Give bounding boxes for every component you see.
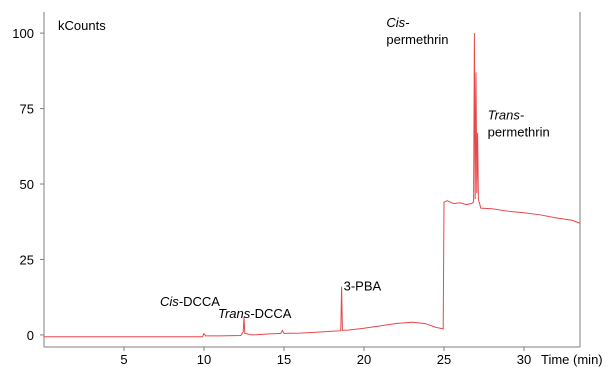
x-tick-label: 5 bbox=[120, 352, 127, 367]
peak-label: Trans-permethrin bbox=[488, 108, 550, 140]
peak-label-prefix: Trans- bbox=[218, 306, 255, 321]
y-tick-label: 25 bbox=[20, 252, 34, 267]
x-tick-label: 20 bbox=[357, 352, 371, 367]
peak-label: 3-PBA bbox=[344, 279, 382, 294]
peak-label: Trans-DCCA bbox=[218, 306, 292, 321]
x-tick-label: 25 bbox=[437, 352, 451, 367]
peak-label-prefix: Cis- bbox=[386, 15, 410, 30]
x-tick-label: 15 bbox=[277, 352, 291, 367]
y-tick-label: 100 bbox=[12, 26, 34, 41]
plot-frame bbox=[43, 12, 581, 348]
y-axis-ticks: 0 25 50 75 100 bbox=[12, 26, 44, 343]
peak-label: Cis-permethrin bbox=[386, 15, 448, 47]
peak-label-prefix: Cis- bbox=[160, 294, 184, 309]
x-axis-title: Time (min) bbox=[541, 352, 603, 367]
peak-label-name: permethrin bbox=[386, 32, 448, 47]
x-tick-label: 30 bbox=[517, 352, 531, 367]
y-axis-title: kCounts bbox=[58, 18, 106, 33]
x-tick-label: 10 bbox=[197, 352, 211, 367]
peak-label-name: DCCA bbox=[255, 306, 292, 321]
peak-label-prefix: Trans- bbox=[488, 108, 525, 123]
y-tick-label: 50 bbox=[20, 177, 34, 192]
chromatogram-trace bbox=[44, 33, 581, 338]
peak-label-name: permethrin bbox=[488, 125, 550, 140]
y-tick-label: 75 bbox=[20, 102, 34, 117]
peak-label: Cis-DCCA bbox=[160, 294, 220, 309]
peak-label-name: 3-PBA bbox=[344, 279, 382, 294]
peak-annotations: Cis-DCCATrans-DCCA3-PBACis-permethrinTra… bbox=[160, 15, 550, 321]
y-tick-label: 0 bbox=[27, 328, 34, 343]
x-axis-ticks: 5 10 15 20 25 30 bbox=[120, 347, 531, 367]
peak-label-name: DCCA bbox=[183, 294, 220, 309]
